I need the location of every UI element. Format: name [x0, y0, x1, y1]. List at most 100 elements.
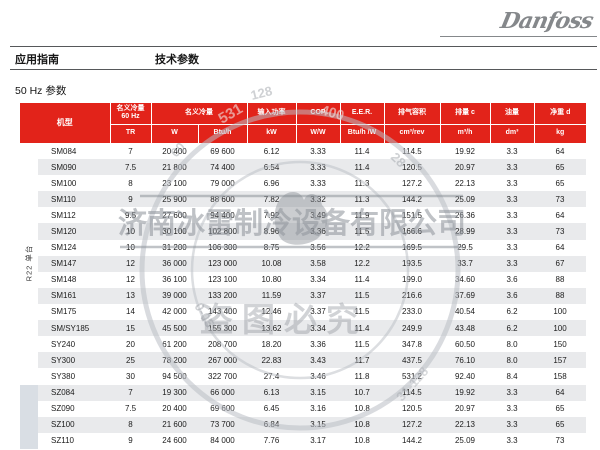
value-cell: 123 000: [208, 259, 237, 269]
table-row: SM120 10 30 100 102 800 8.96 3.36 11.5 166.6 28.…: [20, 223, 586, 240]
value-cell: 20 400: [162, 146, 187, 156]
value-cell: 208 700: [208, 339, 237, 349]
value-cell: 11.3: [354, 194, 370, 204]
value-cell: 3.33: [310, 146, 326, 156]
value-cell: 3.49: [310, 210, 326, 220]
table-row: SY300 25 78 200 267 000 22.83 3.43 11.7 437.5 76…: [20, 352, 586, 369]
value-cell: 11.5: [354, 339, 370, 349]
table-row: SM147 12 36 000 123 000 10.08 3.58 12.2 193.5 33…: [20, 255, 586, 272]
value-cell: 74 400: [210, 162, 235, 172]
value-cell: 127.2: [401, 178, 423, 188]
value-cell: 114.5: [384, 383, 440, 401]
value-cell: 22.13: [454, 420, 476, 430]
value-cell: 249.9: [401, 323, 423, 333]
table-row: SZ100 8 21 600 73 700 6.84 3.15 10.8 127.2 22.13…: [20, 416, 586, 433]
value-cell: 8.4: [506, 371, 518, 381]
value-cell: 79 000: [210, 178, 235, 188]
value-cell: 23 100: [162, 178, 187, 188]
unit-btuh: Btu/h: [197, 123, 248, 143]
value-cell: 11.8: [354, 371, 370, 381]
value-cell: 150: [553, 339, 567, 349]
value-cell: 12.2: [354, 243, 370, 253]
value-cell: 10.8: [354, 436, 370, 446]
value-cell: 69 600: [210, 146, 235, 156]
model-cell: SZ084: [38, 383, 110, 401]
value-cell: 27 600: [162, 210, 187, 220]
value-cell: 12: [126, 275, 135, 285]
table-row: SZ084 7 19 300 66 000 6.13 3.15 10.7 114.5 19.92…: [20, 383, 586, 449]
col-header-oil-charge: 油量: [489, 103, 535, 125]
value-cell: 6.96: [263, 178, 280, 188]
model-cell: SZ100: [51, 420, 75, 430]
unit-kg: kg: [533, 123, 586, 143]
masthead-rule-bottom: [10, 69, 597, 71]
value-cell: 39 000: [162, 291, 187, 301]
breadcrumb-application-guide: 应用指南: [15, 54, 59, 66]
value-cell: 143 400: [208, 307, 237, 317]
value-cell: 65: [555, 178, 565, 188]
value-cell: 73 700: [210, 420, 235, 430]
table-row: SM/SY185 15 45 500 155 300 13.62 3.34 11.4 249.…: [20, 320, 586, 337]
value-cell: 3.3: [506, 420, 518, 430]
value-cell: 31 200: [162, 243, 187, 253]
value-cell: 3.6: [506, 291, 518, 301]
value-cell: 8.96: [263, 227, 280, 237]
value-cell: 42 000: [162, 307, 187, 317]
value-cell: 43.48: [454, 323, 476, 333]
value-cell: 65: [555, 162, 565, 172]
unit-tr: TR: [109, 123, 152, 143]
table-row: SM090 7.5 21 800 74 400 6.54 3.33 11.4 120.5 20.…: [20, 159, 586, 176]
value-cell: 13: [126, 291, 135, 301]
col-header-displacement: 排气容积: [383, 103, 441, 125]
value-cell: 102 800: [208, 227, 237, 237]
value-cell: 11.3: [354, 178, 370, 188]
value-cell: 25.09: [454, 436, 476, 446]
value-cell: 33.7: [457, 259, 473, 269]
value-cell: 3.3: [490, 383, 534, 401]
model-cell: SM175: [51, 307, 77, 317]
value-cell: 114.5: [402, 146, 422, 156]
model-cell: SY300: [51, 355, 76, 365]
value-cell: 3.34: [310, 323, 326, 333]
value-cell: 22.13: [454, 178, 476, 188]
value-cell: 157: [553, 355, 567, 365]
value-cell: 27.4: [263, 371, 280, 381]
breadcrumb-technical-parameters: 技术参数: [155, 54, 199, 66]
value-cell: 322 700: [208, 371, 237, 381]
col-header-model: 机型: [20, 103, 111, 143]
logo-underline: [440, 36, 597, 38]
value-cell: 29.5: [457, 243, 473, 253]
table-body: R22 单台 SM084 7 20 400 69 600 6.12 3.33 11.4 114.…: [20, 143, 586, 449]
value-cell: 9: [128, 194, 133, 204]
value-cell: 6.84: [263, 420, 280, 430]
value-cell: 25.09: [454, 194, 476, 204]
value-cell: 20: [126, 339, 135, 349]
value-cell: 6.13: [247, 383, 296, 401]
model-cell: SM/SY185: [51, 323, 90, 333]
value-cell: 36 000: [162, 259, 187, 269]
model-cell: SM084: [51, 146, 77, 156]
value-cell: 6.12: [263, 146, 280, 156]
col-header-capacity-60hz: 名义冷量 60 Hz: [109, 103, 152, 125]
value-cell: 64: [555, 146, 565, 156]
unit-kw: kW: [246, 123, 297, 143]
value-cell: 88: [555, 275, 565, 285]
value-cell: 199.0: [401, 275, 423, 285]
value-cell: 84 000: [210, 436, 235, 446]
value-cell: 13.62: [261, 323, 282, 333]
page-title: 50 Hz 参数: [15, 85, 67, 97]
value-cell: 106 300: [208, 243, 237, 253]
value-cell: 45 500: [162, 323, 187, 333]
value-cell: 60.50: [454, 339, 476, 349]
value-cell: 10.08: [261, 259, 282, 269]
value-cell: 3.3: [506, 194, 518, 204]
table-row: SM110 9 25 900 88 600 7.82 3.32 11.3 144.2 25.09…: [20, 191, 586, 208]
value-cell: 76.10: [454, 355, 476, 365]
value-cell: 11.4: [354, 323, 370, 333]
value-cell: 3.17: [310, 436, 326, 446]
value-cell: 25 900: [162, 194, 187, 204]
value-cell: 88: [555, 291, 565, 301]
value-cell: 8: [128, 420, 133, 430]
value-cell: 73: [555, 227, 565, 237]
value-cell: 11.59: [261, 291, 282, 301]
